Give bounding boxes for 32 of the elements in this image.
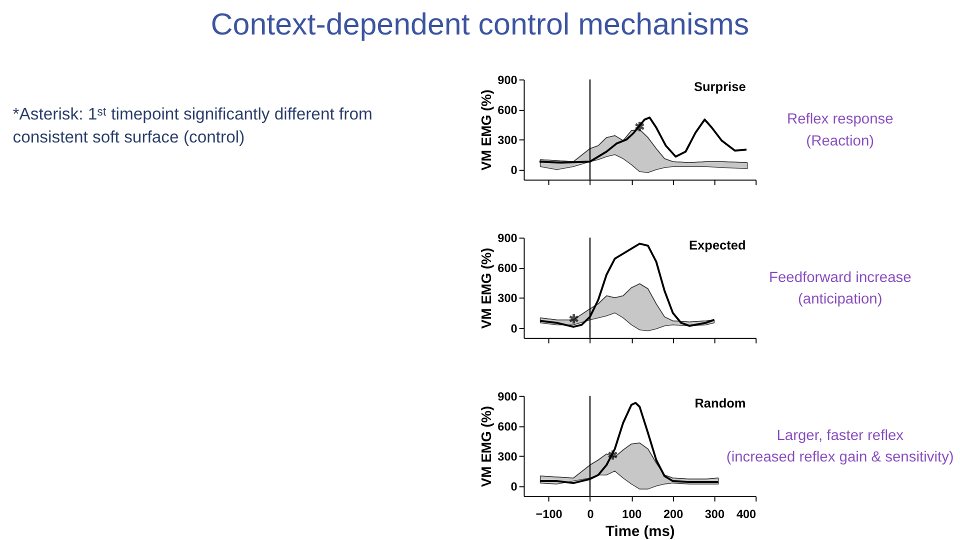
annotation: Larger, faster reflex (increased reflex gain & sensitivity)	[726, 428, 954, 466]
y-tick-label: 900	[498, 74, 518, 87]
y-tick-label: 300	[498, 292, 518, 306]
x-tick-label: 200	[663, 508, 684, 522]
y-tick-label: 0	[510, 480, 518, 494]
x-axis-title: Time (ms)	[606, 524, 675, 540]
y-tick-label: 0	[510, 164, 518, 178]
y-tick-label: 900	[498, 390, 518, 404]
chart-title: Expected	[689, 237, 746, 252]
text: Reflex response (Reaction)	[786, 112, 894, 150]
y-tick-label: 900	[498, 232, 518, 246]
chart-title: Surprise	[694, 79, 746, 94]
y-tick-label: 600	[498, 104, 518, 117]
line-series	[540, 129, 748, 164]
y-tick-label: 0	[510, 322, 518, 336]
x-tick-label: 300	[704, 508, 725, 522]
chart-title: Random	[694, 396, 746, 411]
y-axis-title: VM EMG (%)	[478, 406, 494, 487]
text: *Asterisk: 1ˢᵗ timepoint significantly different from consistent soft surface (control)	[12, 104, 372, 146]
y-tick-label: 300	[498, 450, 518, 464]
y-axis-title: VM EMG (%)	[478, 248, 494, 329]
x-tick-label: 100	[622, 508, 642, 522]
y-tick-label: 300	[498, 134, 518, 148]
y-tick-label: 600	[498, 262, 518, 276]
y-tick-label: 600	[498, 420, 518, 434]
x-tick-label: 0	[587, 508, 594, 522]
line-series	[540, 442, 719, 480]
text: Context-dependent control mechanisms	[210, 8, 750, 42]
x-tick-label: 400	[736, 508, 757, 522]
text: Feedforward increase (anticipation)	[768, 270, 912, 308]
x-tick-label: −100	[536, 508, 563, 522]
y-axis-title: VM EMG (%)	[478, 90, 494, 171]
